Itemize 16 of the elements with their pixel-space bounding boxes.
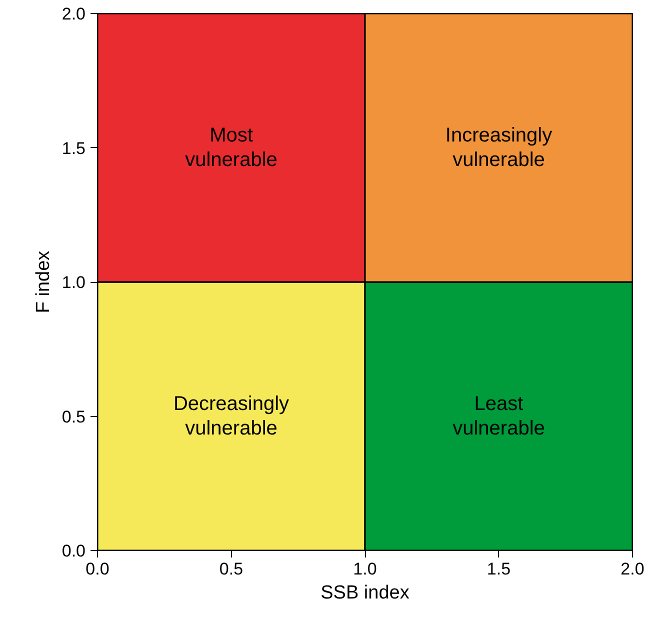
y-axis-title: F index — [32, 250, 54, 314]
data-label: Most vulnerable — [185, 124, 278, 171]
y-tick-label: 0.0 — [62, 542, 86, 560]
data-label: Least vulnerable — [452, 393, 545, 440]
x-axis-title: SSB index — [320, 582, 410, 604]
x-tick-label: 1.0 — [353, 560, 377, 578]
y-tick-label: 0.5 — [62, 407, 86, 426]
x-tick-label: 1.5 — [486, 560, 511, 578]
y-tick-label: 1.0 — [62, 273, 86, 292]
data-label: Decreasingly vulnerable — [173, 393, 290, 440]
x-tick-label: 0.0 — [86, 560, 110, 578]
y-tick-label: 2.0 — [62, 4, 86, 24]
y-tick-label: 1.5 — [62, 138, 86, 158]
x-tick-label: 2.0 — [620, 560, 644, 578]
x-tick-label: 0.5 — [219, 560, 244, 578]
data-label: Increasingly vulnerable — [445, 124, 552, 171]
